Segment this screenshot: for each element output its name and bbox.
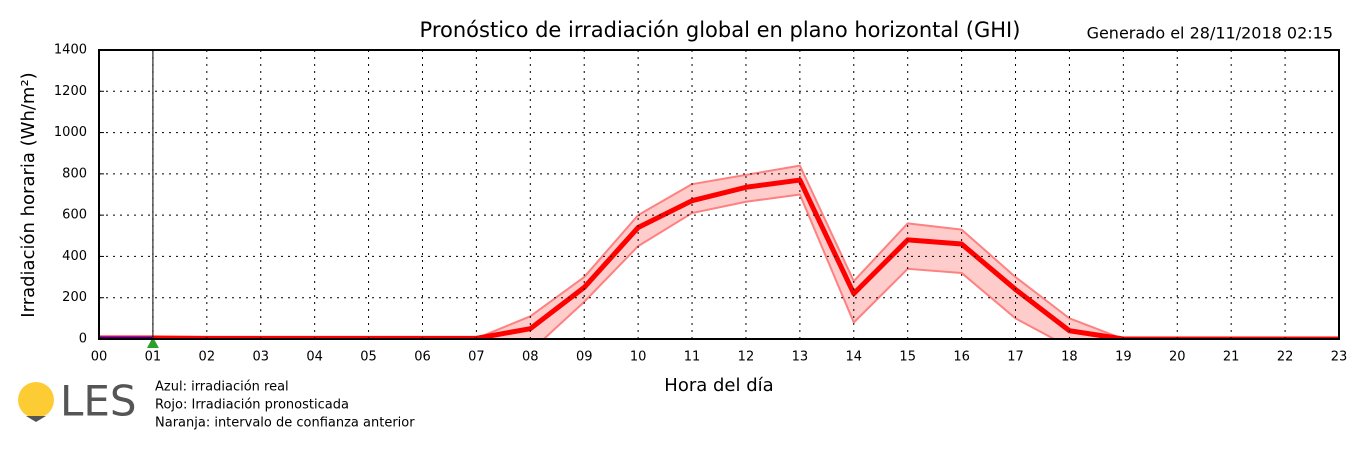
logo-shadow — [26, 416, 46, 422]
x-tick-label: 10 — [630, 350, 647, 365]
x-tick-label: 12 — [738, 350, 755, 365]
x-tick-label: 04 — [306, 350, 323, 365]
x-tick-label: 07 — [468, 350, 485, 365]
x-tick-label: 21 — [1223, 350, 1240, 365]
band-lower — [99, 193, 1339, 339]
x-tick-label: 13 — [792, 350, 809, 365]
confidence-band — [99, 165, 1339, 339]
x-tick-label: 08 — [522, 350, 539, 365]
x-tick-label: 15 — [899, 350, 916, 365]
logo: LES — [60, 377, 137, 426]
x-tick-label: 02 — [199, 350, 216, 365]
x-tick-label: 23 — [1331, 350, 1348, 365]
y-tick-label: 800 — [62, 166, 87, 181]
x-tick-label: 19 — [1115, 350, 1132, 365]
y-tick-label: 400 — [62, 249, 87, 264]
x-tick-label: 05 — [360, 350, 377, 365]
x-tick-label: 06 — [414, 350, 431, 365]
legend-text: Rojo: Irradiación pronosticada — [155, 398, 349, 413]
y-tick-label: 200 — [62, 290, 87, 305]
x-axis-label: Hora del día — [664, 375, 773, 396]
y-tick-label: 1000 — [54, 125, 87, 140]
x-tick-label: 22 — [1277, 350, 1294, 365]
legend-text: Naranja: intervalo de confianza anterior — [155, 416, 415, 431]
logo-sun — [18, 382, 54, 418]
x-tick-label: 17 — [1007, 350, 1024, 365]
y-tick-label: 0 — [79, 332, 87, 347]
legend-text: Azul: irradiación real — [155, 380, 289, 395]
y-tick-label: 1400 — [54, 43, 87, 58]
current-hour-marker — [146, 337, 159, 348]
x-tick-label: 11 — [684, 350, 701, 365]
subtitle: Generado el 28/11/2018 02:15 — [1087, 24, 1333, 43]
plot-frame — [98, 49, 1340, 340]
x-tick-label: 18 — [1061, 350, 1078, 365]
chart-title: Pronóstico de irradiación global en plan… — [420, 18, 1021, 42]
x-tick-label: 09 — [576, 350, 593, 365]
y-tick-label: 600 — [62, 208, 87, 223]
x-tick-label: 01 — [145, 350, 162, 365]
x-tick-label: 20 — [1169, 350, 1186, 365]
x-tick-label: 16 — [953, 350, 970, 365]
y-axis-label: Irradiación horaria (Wh/m²) — [18, 72, 39, 317]
x-tick-label: 14 — [846, 350, 863, 365]
x-tick-label: 00 — [91, 350, 108, 365]
x-tick-label: 03 — [252, 350, 269, 365]
y-tick-label: 1200 — [54, 84, 87, 99]
plot-area — [99, 164, 1339, 339]
